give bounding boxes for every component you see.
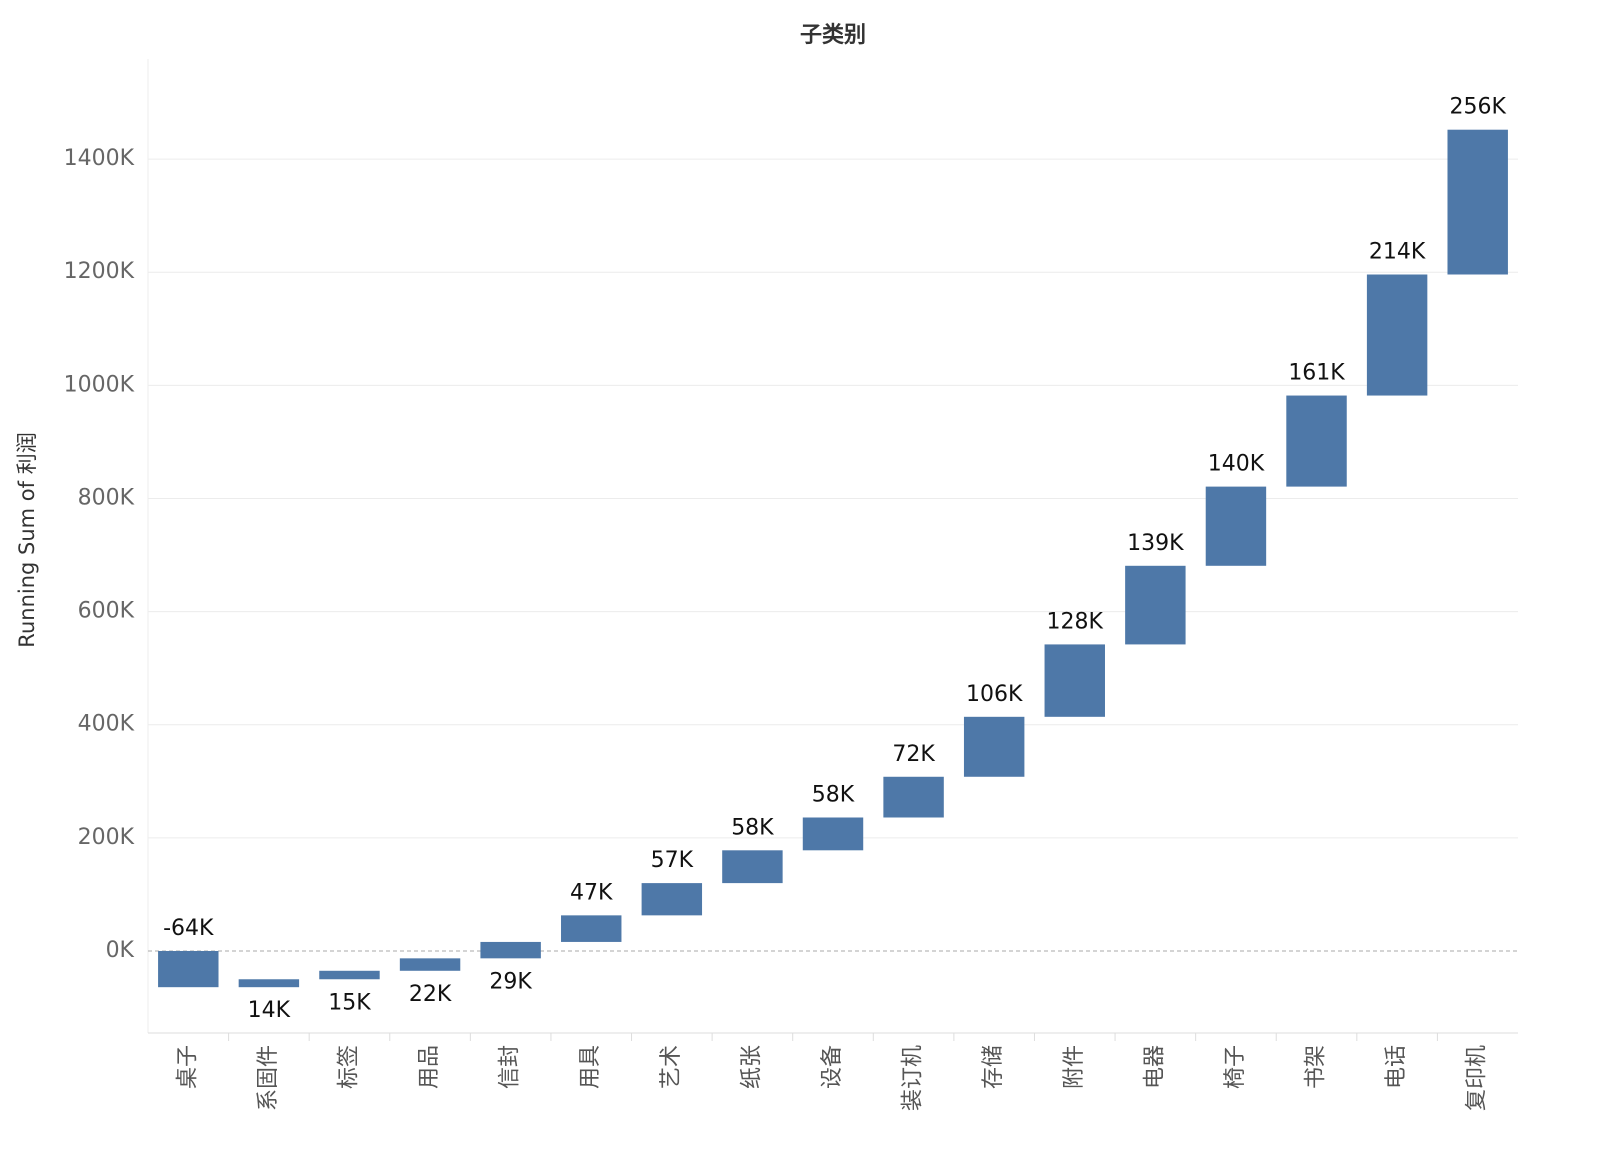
value-label: 140K (1208, 452, 1265, 477)
x-tick-label: 标签 (336, 1045, 361, 1089)
value-label: 161K (1288, 361, 1345, 386)
x-tick-label: 电器 (1142, 1045, 1167, 1089)
y-tick-label: 1200K (64, 259, 135, 284)
bar (319, 970, 380, 980)
x-tick-label: 书架 (1304, 1045, 1329, 1089)
x-tick-label: 椅子 (1223, 1045, 1248, 1089)
bar (1286, 395, 1347, 487)
value-label: 58K (812, 782, 855, 807)
bar (561, 915, 622, 942)
x-tick-label: 电话 (1384, 1045, 1409, 1089)
bar (641, 883, 703, 916)
y-axis-label: Running Sum of 利润 (15, 432, 39, 647)
x-tick-label: 复印机 (1465, 1045, 1490, 1111)
bar (722, 850, 783, 884)
x-tick-label: 附件 (1062, 1045, 1087, 1089)
bar (963, 716, 1025, 777)
bar (1044, 644, 1105, 717)
bar (399, 958, 461, 971)
bar (480, 941, 541, 959)
bar (883, 776, 944, 818)
x-tick-label: 信封 (498, 1045, 523, 1089)
x-tick-label: 用具 (578, 1045, 603, 1089)
x-tick-label: 纸张 (739, 1045, 764, 1089)
bar (238, 979, 300, 988)
y-tick-label: 1000K (64, 372, 135, 397)
value-label: -64K (163, 916, 214, 941)
bar (802, 817, 864, 851)
value-label: 106K (966, 682, 1023, 707)
y-tick-label: 0K (106, 938, 135, 963)
value-label: 256K (1449, 95, 1506, 120)
value-label: 57K (651, 848, 694, 873)
x-tick-label: 系固件 (256, 1045, 281, 1111)
value-label: 15K (328, 990, 371, 1015)
chart-title: 子类别 (800, 23, 866, 48)
bar (158, 950, 219, 988)
y-tick-label: 200K (78, 825, 135, 850)
value-label: 128K (1047, 609, 1104, 634)
value-label: 14K (248, 998, 291, 1023)
y-tick-label: 1400K (64, 146, 135, 171)
x-tick-label: 设备 (820, 1045, 845, 1089)
x-tick-label: 存储 (981, 1045, 1006, 1089)
value-label: 72K (892, 742, 935, 767)
value-label: 47K (570, 880, 613, 905)
bar (1205, 486, 1267, 566)
value-label: 22K (409, 982, 452, 1007)
value-label: 58K (731, 815, 774, 840)
bar (1366, 274, 1428, 396)
value-label: 29K (489, 969, 532, 994)
y-tick-label: 400K (78, 712, 135, 737)
x-tick-label: 装订机 (901, 1045, 926, 1111)
value-label: 214K (1369, 240, 1426, 265)
bar (1447, 129, 1508, 275)
x-tick-label: 用品 (417, 1045, 442, 1089)
value-label: 139K (1127, 531, 1184, 556)
bar (1125, 565, 1186, 645)
y-tick-label: 600K (78, 599, 135, 624)
x-tick-label: 艺术 (659, 1045, 684, 1089)
x-tick-label: 桌子 (175, 1045, 200, 1089)
y-tick-label: 800K (78, 485, 135, 510)
